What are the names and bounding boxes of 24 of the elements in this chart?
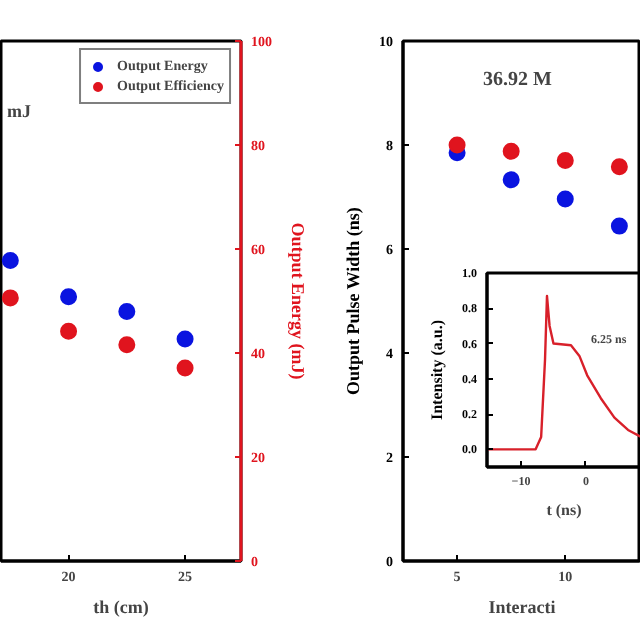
y-axis-title: Intensity (a.u.) [428, 319, 446, 420]
y-axis-title: Output Pulse Width (ns) [343, 207, 363, 396]
point [610, 158, 628, 176]
annotation: mJ [7, 101, 32, 121]
point [556, 152, 574, 170]
point [176, 359, 194, 377]
point [502, 142, 520, 160]
y-axis-title: Output Energy (mJ) [288, 222, 308, 380]
point [502, 171, 520, 189]
point [118, 302, 136, 320]
annotation: 36.92 M [483, 69, 553, 91]
x-axis-title: th (cm) [93, 597, 149, 617]
line-series [487, 294, 640, 451]
point [448, 136, 466, 154]
x-axis-title: Interacti [488, 597, 557, 617]
point [176, 330, 194, 348]
point [1, 289, 19, 307]
point [60, 322, 78, 340]
point [60, 288, 78, 306]
point [610, 217, 628, 235]
point [1, 251, 19, 269]
x-axis-title: t (ns) [546, 501, 583, 519]
point [556, 190, 574, 208]
point [118, 336, 136, 354]
